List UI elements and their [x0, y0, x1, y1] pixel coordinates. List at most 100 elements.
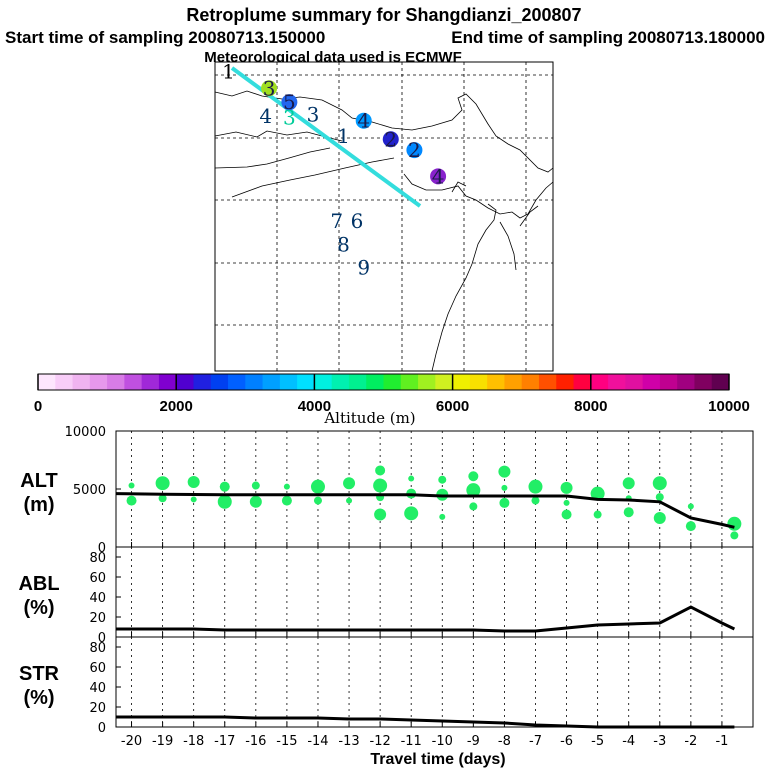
alt-scatter-point-0	[128, 482, 135, 489]
map-marker-label-6: 4	[357, 109, 370, 133]
colorbar-cell-15	[297, 374, 315, 390]
colorbar-cell-9	[193, 374, 212, 390]
alt-scatter-point-19	[374, 508, 387, 521]
alt-scatter-point-10	[283, 483, 290, 490]
x-tick-label-11: -9	[467, 734, 480, 749]
x-tick-label-7: -13	[338, 734, 359, 749]
alt-scatter-point-32	[528, 479, 543, 494]
alt-scatter-point-44	[653, 512, 666, 524]
colorbar-cell-38	[694, 374, 713, 390]
altitude-colorbar: 0 2000 4000 6000 8000 10000 Altitude (m)	[34, 373, 750, 427]
colorbar-cell-39	[711, 374, 730, 390]
colorbar-cell-19	[366, 374, 384, 390]
colorbar-cell-31	[573, 374, 592, 390]
colorbar-cell-23	[435, 374, 454, 390]
alt-scatter-point-7	[217, 494, 232, 509]
x-tick-label-13: -7	[529, 734, 542, 749]
colorbar-tick-label-5: 10000	[708, 398, 750, 415]
panel-abl: 0 20 40 60 80 ABL(%)	[18, 546, 754, 646]
y-tick-label: 80	[89, 641, 106, 656]
x-tick-label-8: -12	[370, 734, 391, 749]
alt-scatter-point-36	[561, 509, 572, 520]
colorbar-cell-5	[124, 374, 143, 390]
alt-scatter-point-47	[727, 516, 742, 531]
panel-alt: 0 5000 10000 ALT(m)	[20, 425, 754, 556]
panel-frame	[115, 636, 754, 728]
colorbar-cell-10	[210, 374, 229, 390]
colorbar-cell-17	[331, 374, 350, 390]
alt-scatter-point-8	[251, 481, 260, 490]
alt-scatter-point-6	[219, 481, 230, 492]
alt-scatter-point-28	[469, 502, 478, 511]
alt-scatter-point-41	[623, 507, 634, 518]
alt-scatter-point-23	[438, 475, 447, 484]
colorbar-cell-16	[314, 374, 333, 390]
x-tick-label-5: -15	[276, 734, 297, 749]
colorbar-cell-21	[400, 374, 419, 390]
panel-ylabel-unit: (m)	[23, 494, 54, 516]
colorbar-cell-27	[504, 374, 523, 390]
alt-scatter-point-45	[687, 503, 694, 510]
colorbar-cell-13	[262, 374, 281, 390]
alt-scatter-point-37	[590, 486, 605, 501]
colorbar-tick-label-0: 0	[34, 398, 42, 415]
x-tick-label-12: -8	[498, 734, 511, 749]
alt-scatter-point-2	[155, 476, 170, 491]
colorbar-cell-24	[452, 374, 471, 390]
colorbar-cell-20	[383, 374, 402, 390]
colorbar-cell-8	[176, 374, 194, 390]
colorbar-cell-22	[418, 374, 436, 390]
map-marker-label-13: 8	[337, 232, 350, 256]
colorbar-cell-14	[279, 374, 298, 390]
x-tick-label-18: -2	[684, 734, 697, 749]
colorbar-cell-26	[487, 374, 505, 390]
colorbar-cell-32	[590, 374, 609, 390]
map-marker-blob-9	[406, 142, 423, 159]
colorbar-cell-12	[245, 374, 264, 390]
x-tick-label-9: -11	[401, 734, 422, 749]
alt-scatter-point-38	[593, 510, 602, 519]
map-marker-label-0: 1	[222, 59, 235, 83]
x-tick-label-6: -14	[307, 734, 328, 749]
colorbar-cell-34	[625, 374, 644, 390]
country-borders	[214, 90, 554, 372]
panel-ylabel-unit: (%)	[23, 597, 54, 619]
colorbar-cell-37	[677, 374, 695, 390]
alt-scatter-point-31	[499, 497, 510, 508]
y-tick-label: 10000	[65, 425, 106, 440]
y-tick-label: 40	[89, 681, 106, 696]
x-tick-label-4: -16	[245, 734, 266, 749]
y-tick-label: 40	[89, 591, 106, 606]
colorbar-cell-25	[469, 374, 488, 390]
alt-scatter-point-20	[408, 475, 415, 482]
x-tick-label-3: -17	[214, 734, 235, 749]
alt-scatter-point-14	[343, 477, 356, 490]
x-tick-label-10: -10	[432, 734, 453, 749]
colorbar-tick-label-2: 4000	[298, 398, 331, 415]
colorbar-tick-label-3: 6000	[436, 398, 469, 415]
end-time-label: End time of sampling 20080713.180000	[451, 28, 765, 47]
map-marker-label-7: 1	[337, 124, 350, 148]
colorbar-cell-36	[659, 374, 678, 390]
map-marker-label-4: 3	[283, 106, 296, 130]
alt-scatter-point-1	[126, 495, 137, 506]
map-marker-label-3: 5	[283, 90, 296, 114]
alt-scatter-point-9	[249, 495, 262, 508]
alt-scatter-point-25	[439, 513, 446, 520]
alt-scatter-point-42	[652, 476, 667, 491]
colorbar-cell-30	[556, 374, 575, 390]
x-tick-label-16: -4	[622, 734, 635, 749]
map-marker-label-1: 3	[263, 76, 276, 100]
alt-scatter-point-15	[346, 497, 353, 504]
alt-scatter-point-11	[281, 495, 292, 506]
y-tick-label: 60	[89, 661, 106, 676]
colorbar-cell-7	[158, 374, 177, 390]
y-tick-label: 60	[89, 571, 106, 586]
panel-str: 0 20 40 60 80 STR(%)	[19, 636, 754, 736]
alt-scatter-point-30	[501, 484, 508, 491]
map-marker-label-9: 2	[408, 138, 421, 162]
panel-ylabel-unit: (%)	[23, 687, 54, 709]
